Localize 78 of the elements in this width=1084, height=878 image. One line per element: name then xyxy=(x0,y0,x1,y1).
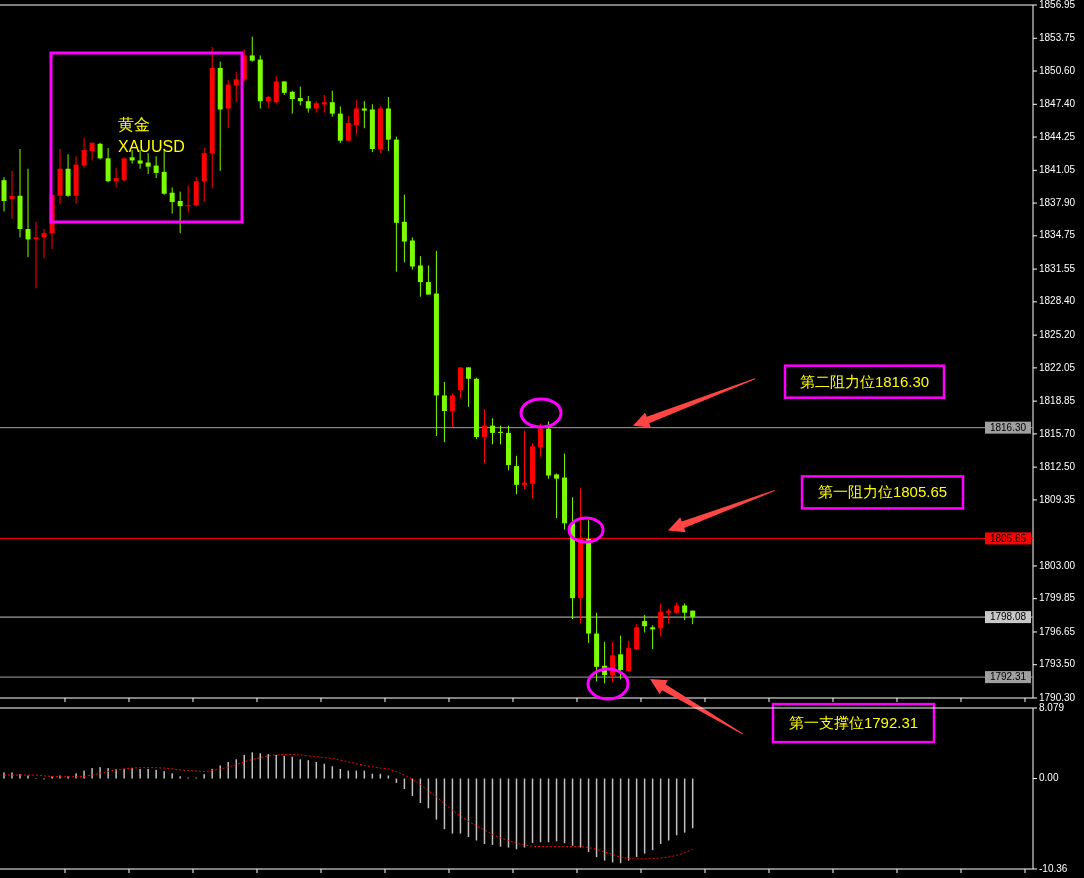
ref-line-label: 1798.08 xyxy=(989,611,1027,623)
candlestick xyxy=(538,423,544,458)
y-tick-label: 1837.90 xyxy=(1039,196,1076,208)
candlestick xyxy=(25,168,31,258)
candlestick xyxy=(465,366,471,408)
candlestick xyxy=(33,221,39,289)
candlestick xyxy=(481,408,487,464)
candlestick xyxy=(153,155,159,179)
candlestick xyxy=(497,425,503,445)
candlestick xyxy=(618,635,624,680)
y-tick-label: 1815.70 xyxy=(1039,427,1076,439)
annotation: 黄金 XAUUSD xyxy=(118,116,185,155)
y-tick-label: 1809.35 xyxy=(1039,493,1076,505)
y-tick-label: 1812.50 xyxy=(1039,460,1076,472)
candlestick xyxy=(1,176,7,212)
y-tick-label: 1844.25 xyxy=(1039,130,1076,142)
y-tick-label: 1799.85 xyxy=(1039,592,1076,604)
candlestick xyxy=(193,176,199,207)
annotation: 第一支撑位1792.31 xyxy=(788,714,919,732)
candlestick xyxy=(169,186,175,214)
candlestick xyxy=(81,137,87,169)
annotation: 第二阻力位1816.30 xyxy=(799,372,930,390)
y-tick-label: 1818.85 xyxy=(1039,394,1076,406)
candlestick xyxy=(449,392,455,429)
candlestick xyxy=(457,366,463,400)
ref-line-label: 1816.30 xyxy=(989,421,1027,433)
candlestick xyxy=(441,381,447,443)
line-series xyxy=(3,754,694,860)
candlestick xyxy=(185,184,191,213)
candlestick xyxy=(289,90,295,115)
candlestick xyxy=(113,167,119,188)
annotation: 第一阻力位1805.65 xyxy=(817,483,948,501)
y-tick-label: 1850.60 xyxy=(1039,64,1076,76)
candlestick xyxy=(650,624,656,650)
y-tick-label: 1834.75 xyxy=(1039,229,1076,241)
candlestick xyxy=(345,115,351,142)
y-tick-label: 1796.65 xyxy=(1039,625,1076,637)
candlestick xyxy=(249,36,255,63)
y-tick-label: 1856.95 xyxy=(1039,0,1076,10)
candlestick xyxy=(297,86,303,106)
candlestick xyxy=(417,255,423,298)
candlestick xyxy=(225,79,231,129)
candlestick xyxy=(89,142,95,161)
y-tick-label: 1853.75 xyxy=(1039,31,1076,43)
y-tick-label: 1841.05 xyxy=(1039,163,1076,175)
ref-line-label: 1792.31 xyxy=(989,671,1027,683)
y-tick-label: 1793.50 xyxy=(1039,658,1076,670)
y-tick-label: 1822.05 xyxy=(1039,361,1076,373)
candlestick xyxy=(489,417,495,445)
candlestick xyxy=(658,602,664,638)
y-tick-label: 1847.40 xyxy=(1039,97,1076,109)
candlestick xyxy=(177,191,183,234)
candlestick xyxy=(353,99,359,135)
candlestick xyxy=(329,90,335,118)
candlestick xyxy=(145,152,151,175)
candlestick xyxy=(121,156,127,182)
candlestick xyxy=(361,100,367,129)
candlestick xyxy=(522,430,528,490)
candlestick xyxy=(233,71,239,103)
candlestick xyxy=(425,264,431,296)
candlestick xyxy=(41,228,47,259)
y-tick-label: 1831.55 xyxy=(1039,262,1076,274)
y-tick-label: 1790.30 xyxy=(1039,691,1076,703)
ref-line-label: 1805.65 xyxy=(989,532,1027,544)
candlestick xyxy=(105,147,111,183)
candlestick xyxy=(514,455,519,495)
candlestick xyxy=(401,194,407,263)
y-tick-label: 1803.00 xyxy=(1039,559,1076,571)
candlestick xyxy=(626,640,632,672)
y-tick-label: -10.36 xyxy=(1039,862,1068,874)
y-tick-label: 1828.40 xyxy=(1039,295,1076,307)
candlestick xyxy=(9,170,15,220)
y-tick-label: 8.079 xyxy=(1039,701,1065,713)
candlestick xyxy=(634,623,640,651)
y-tick-label: 0.00 xyxy=(1039,772,1059,784)
candlestick xyxy=(273,75,279,104)
candlestick xyxy=(554,472,560,519)
y-tick-label: 1825.20 xyxy=(1039,328,1076,340)
